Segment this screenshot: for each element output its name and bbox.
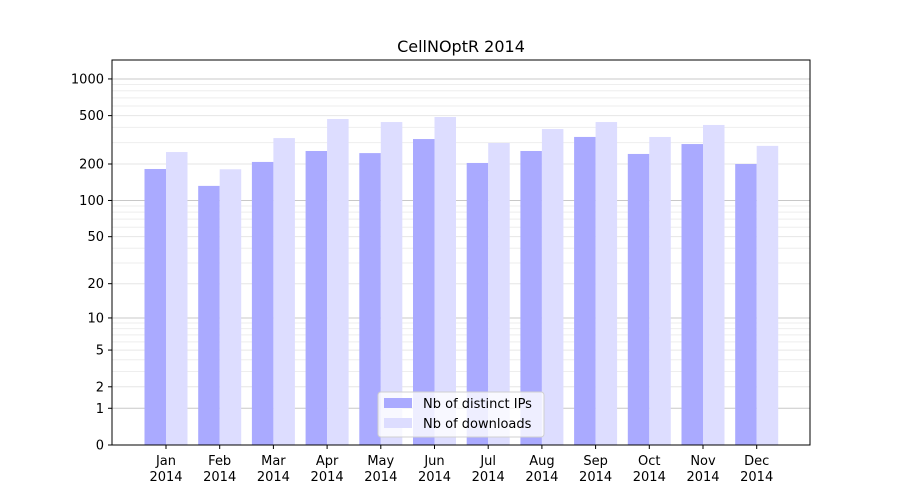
x-tick-label: Aug 2014 xyxy=(525,454,558,485)
y-tick-label: 200 xyxy=(79,158,104,173)
y-tick-label: 20 xyxy=(87,277,104,292)
legend-swatch xyxy=(384,398,412,408)
bar-distinct-ips xyxy=(413,139,435,446)
bar-downloads xyxy=(488,142,510,445)
x-tick-label: Dec 2014 xyxy=(740,454,773,485)
x-tick-label: Jan 2014 xyxy=(149,454,182,485)
y-tick-label: 100 xyxy=(79,194,104,209)
legend-swatch xyxy=(384,418,412,428)
chart-title: CellNOptR 2014 xyxy=(397,37,525,56)
y-tick-label: 1 xyxy=(96,402,104,417)
legend-box xyxy=(377,391,545,438)
y-tick-label: 2 xyxy=(96,380,104,395)
bar-downloads xyxy=(541,129,564,445)
x-tick-label: Feb 2014 xyxy=(203,454,236,485)
legend-label: Nb of downloads xyxy=(423,417,532,432)
bar-distinct-ips xyxy=(466,162,489,445)
y-tick-label: 0 xyxy=(96,439,104,454)
bar-distinct-ips xyxy=(520,150,542,445)
bar-distinct-ips xyxy=(681,144,703,445)
x-tick-label: Nov 2014 xyxy=(686,454,719,485)
bar-downloads xyxy=(649,136,671,446)
y-tick-label: 500 xyxy=(79,109,104,124)
bar-downloads xyxy=(756,145,779,445)
bar-distinct-ips xyxy=(198,185,220,445)
bar-downloads xyxy=(327,119,349,445)
bar-distinct-ips xyxy=(144,168,166,446)
x-tick-label: Mar 2014 xyxy=(257,454,290,485)
x-tick-label: Sep 2014 xyxy=(579,454,612,485)
bar-downloads xyxy=(273,138,295,445)
bar-downloads xyxy=(595,122,618,445)
bar-distinct-ips xyxy=(251,161,274,446)
bar-downloads xyxy=(219,169,242,445)
legend-label: Nb of distinct IPs xyxy=(423,397,532,412)
bar-downloads xyxy=(380,122,403,445)
x-tick-label: Jun 2014 xyxy=(418,454,451,485)
bar-downloads xyxy=(166,152,188,446)
bar-distinct-ips xyxy=(574,136,596,446)
y-tick-label: 5 xyxy=(96,344,104,359)
bar-distinct-ips xyxy=(359,153,381,445)
bar-downloads xyxy=(703,124,725,445)
bar-distinct-ips xyxy=(627,153,650,445)
bar-downloads xyxy=(434,117,456,445)
y-tick-label: 50 xyxy=(87,230,104,245)
x-tick-label: Jul 2014 xyxy=(472,454,505,485)
y-tick-label: 1000 xyxy=(71,72,104,87)
y-tick-label: 10 xyxy=(87,311,104,326)
bar-distinct-ips xyxy=(305,150,328,445)
bar-distinct-ips xyxy=(735,164,757,446)
x-tick-label: Oct 2014 xyxy=(633,454,666,485)
x-tick-label: May 2014 xyxy=(364,454,397,485)
legend: Nb of distinct IPs Nb of downloads xyxy=(377,391,545,438)
x-tick-label: Apr 2014 xyxy=(311,454,344,485)
plot-frame xyxy=(111,59,811,446)
